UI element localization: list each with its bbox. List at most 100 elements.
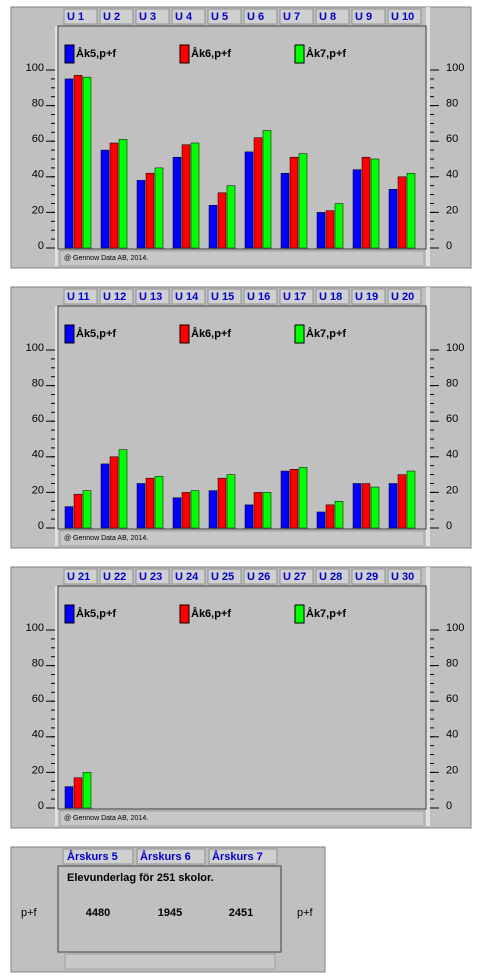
axis-strip: [426, 567, 430, 826]
tab[interactable]: [351, 568, 386, 585]
chart-panel: @ Gennow Data AB, 2014. 0 0 20 20 40 40 60 60 80 8…: [10, 286, 472, 549]
bar: [406, 470, 416, 529]
footer-strip: [59, 250, 425, 267]
bar: [172, 497, 182, 529]
tab[interactable]: [63, 568, 98, 585]
tab-label[interactable]: U 27: [283, 571, 306, 583]
y-tick-label: 80: [32, 98, 44, 110]
tab[interactable]: [171, 568, 206, 585]
tab-label[interactable]: U 9: [355, 11, 372, 23]
tab-label[interactable]: U 13: [139, 291, 162, 303]
tab[interactable]: [171, 8, 206, 25]
tab-label[interactable]: U 14: [175, 291, 199, 303]
tab[interactable]: [315, 288, 350, 305]
tab[interactable]: [243, 8, 278, 25]
tab-label[interactable]: U 29: [355, 571, 378, 583]
tab-label[interactable]: U 16: [247, 291, 270, 303]
tab[interactable]: [135, 8, 170, 25]
tab-label[interactable]: U 28: [319, 571, 342, 583]
bar: [334, 203, 344, 249]
y-tick-label: 100: [26, 62, 44, 74]
bar: [253, 137, 263, 249]
tab-label[interactable]: U 5: [211, 11, 228, 23]
tab[interactable]: [208, 848, 278, 865]
tab[interactable]: [99, 568, 134, 585]
tab[interactable]: [135, 288, 170, 305]
tab-label[interactable]: U 17: [283, 291, 306, 303]
tab-label[interactable]: U 21: [67, 571, 90, 583]
chart-panel: @ Gennow Data AB, 2014. 0 0 20 20 40 40 60 60 80 8…: [10, 566, 472, 829]
tab[interactable]: [243, 568, 278, 585]
bar: [181, 492, 191, 529]
tab-label[interactable]: Årskurs 7: [212, 850, 263, 863]
tab-label[interactable]: U 18: [319, 291, 342, 303]
bar: [397, 474, 407, 529]
bar: [100, 149, 110, 249]
y-tick-label: 60: [32, 133, 44, 145]
bar: [118, 139, 128, 249]
tab-label[interactable]: U 20: [391, 291, 414, 303]
tab-label[interactable]: U 4: [175, 11, 193, 23]
tab[interactable]: [387, 568, 422, 585]
tab-label[interactable]: U 22: [103, 571, 126, 583]
tab[interactable]: [387, 288, 422, 305]
tab-label[interactable]: U 19: [355, 291, 378, 303]
tab[interactable]: [315, 8, 350, 25]
tab[interactable]: [351, 8, 386, 25]
tab[interactable]: [207, 288, 242, 305]
tab-label[interactable]: U 7: [283, 11, 300, 23]
tab-label[interactable]: U 12: [103, 291, 126, 303]
tab-label[interactable]: U 1: [67, 11, 84, 23]
tab[interactable]: [63, 8, 98, 25]
tab[interactable]: [62, 848, 134, 865]
plot-area: [57, 585, 427, 810]
axis-strip: [55, 26, 58, 266]
tab[interactable]: [279, 288, 314, 305]
footer: @ Gennow Data AB, 2014.: [64, 815, 148, 822]
tab-label[interactable]: U 23: [139, 571, 162, 583]
tab-label[interactable]: U 25: [211, 571, 234, 583]
tab-label[interactable]: U 6: [247, 11, 264, 23]
tab[interactable]: [387, 8, 422, 25]
tab[interactable]: [315, 568, 350, 585]
legend-swatch: [179, 604, 190, 624]
bar: [181, 144, 191, 249]
tab[interactable]: [279, 568, 314, 585]
tab[interactable]: [279, 8, 314, 25]
tab[interactable]: [207, 8, 242, 25]
tab-label[interactable]: U 15: [211, 291, 234, 303]
legend-label: Åk6,p+f: [191, 607, 231, 620]
tab[interactable]: [99, 288, 134, 305]
bar: [82, 490, 92, 529]
bar: [226, 474, 236, 529]
bar: [244, 504, 254, 529]
tab-label[interactable]: U 8: [319, 11, 336, 23]
bar: [388, 189, 398, 249]
bar: [73, 493, 83, 529]
tab[interactable]: [136, 848, 206, 865]
tab-label[interactable]: U 2: [103, 11, 120, 23]
tab[interactable]: [63, 288, 98, 305]
y2-tick-label: 40: [446, 449, 458, 461]
tab[interactable]: [99, 8, 134, 25]
tab[interactable]: [243, 288, 278, 305]
tab[interactable]: [171, 288, 206, 305]
tab[interactable]: [207, 568, 242, 585]
y-tick-label: 20: [32, 204, 44, 216]
tab-label[interactable]: Årskurs 5: [67, 850, 118, 863]
tab-label[interactable]: U 11: [67, 291, 90, 303]
tab-label[interactable]: U 26: [247, 571, 270, 583]
bar: [208, 490, 218, 529]
tab-label[interactable]: U 30: [391, 571, 414, 583]
tab[interactable]: [135, 568, 170, 585]
tab-label[interactable]: U 3: [139, 11, 156, 23]
bar: [190, 490, 200, 529]
footer: @ Gennow Data AB, 2014.: [64, 255, 148, 262]
tab[interactable]: [351, 288, 386, 305]
bar: [370, 486, 380, 529]
tab-label[interactable]: U 10: [391, 11, 414, 23]
bar: [73, 75, 83, 249]
tab-label[interactable]: Årskurs 6: [140, 850, 191, 863]
footer-strip: [59, 810, 425, 827]
tab-label[interactable]: U 24: [175, 571, 199, 583]
